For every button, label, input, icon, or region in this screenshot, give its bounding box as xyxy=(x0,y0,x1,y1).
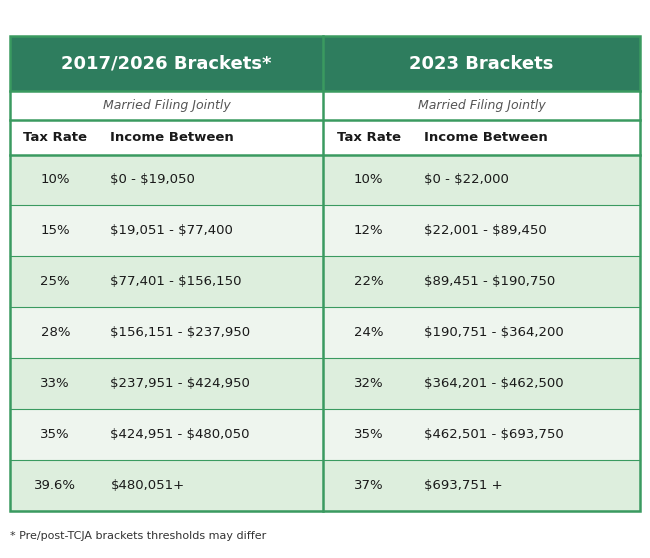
Text: 2017/2026 Brackets*: 2017/2026 Brackets* xyxy=(61,55,272,73)
Text: 35%: 35% xyxy=(40,428,70,441)
Text: Married Filing Jointly: Married Filing Jointly xyxy=(418,99,545,112)
Text: 24%: 24% xyxy=(354,326,384,339)
Text: \$89,451 - \$190,750: \$89,451 - \$190,750 xyxy=(424,275,555,288)
Text: Married Filing Jointly: Married Filing Jointly xyxy=(103,99,230,112)
Text: \$19,051 - \$77,400: \$19,051 - \$77,400 xyxy=(111,224,233,237)
Text: 39.6%: 39.6% xyxy=(34,479,76,492)
Bar xyxy=(10,307,640,358)
Text: \$0 - \$19,050: \$0 - \$19,050 xyxy=(111,174,196,186)
Text: 32%: 32% xyxy=(354,377,384,390)
Bar xyxy=(10,205,640,256)
Text: \$22,001 - \$89,450: \$22,001 - \$89,450 xyxy=(424,224,547,237)
Text: Tax Rate: Tax Rate xyxy=(23,131,87,144)
Bar xyxy=(323,36,640,91)
Text: 25%: 25% xyxy=(40,275,70,288)
Bar xyxy=(10,36,323,91)
Text: \$480,051+: \$480,051+ xyxy=(111,479,185,492)
Text: \$190,751 - \$364,200: \$190,751 - \$364,200 xyxy=(424,326,564,339)
Text: \$77,401 - \$156,150: \$77,401 - \$156,150 xyxy=(111,275,242,288)
Text: 10%: 10% xyxy=(40,174,70,186)
Text: 15%: 15% xyxy=(40,224,70,237)
Text: * Pre/post-TCJA brackets thresholds may differ: * Pre/post-TCJA brackets thresholds may … xyxy=(10,531,266,541)
Text: 12%: 12% xyxy=(354,224,384,237)
Bar xyxy=(10,120,640,155)
Text: 22%: 22% xyxy=(354,275,384,288)
Bar xyxy=(10,36,640,511)
Text: 35%: 35% xyxy=(354,428,384,441)
Text: \$693,751 +: \$693,751 + xyxy=(424,479,502,492)
Text: \$156,151 - \$237,950: \$156,151 - \$237,950 xyxy=(111,326,251,339)
Text: 10%: 10% xyxy=(354,174,384,186)
Text: 33%: 33% xyxy=(40,377,70,390)
Text: Income Between: Income Between xyxy=(111,131,234,144)
Text: \$364,201 - \$462,500: \$364,201 - \$462,500 xyxy=(424,377,564,390)
Text: 37%: 37% xyxy=(354,479,384,492)
Bar xyxy=(10,358,640,409)
Text: \$462,501 - \$693,750: \$462,501 - \$693,750 xyxy=(424,428,564,441)
Bar xyxy=(323,91,640,120)
Text: 2023 Brackets: 2023 Brackets xyxy=(410,55,554,73)
Text: \$424,951 - \$480,050: \$424,951 - \$480,050 xyxy=(111,428,250,441)
Text: \$0 - \$22,000: \$0 - \$22,000 xyxy=(424,174,509,186)
Bar xyxy=(10,256,640,307)
Bar xyxy=(10,155,640,205)
Text: Income Between: Income Between xyxy=(424,131,547,144)
Bar xyxy=(10,409,640,460)
Bar xyxy=(10,91,323,120)
Text: Tax Rate: Tax Rate xyxy=(337,131,400,144)
Text: 28%: 28% xyxy=(40,326,70,339)
Bar xyxy=(10,460,640,511)
Text: \$237,951 - \$424,950: \$237,951 - \$424,950 xyxy=(111,377,250,390)
